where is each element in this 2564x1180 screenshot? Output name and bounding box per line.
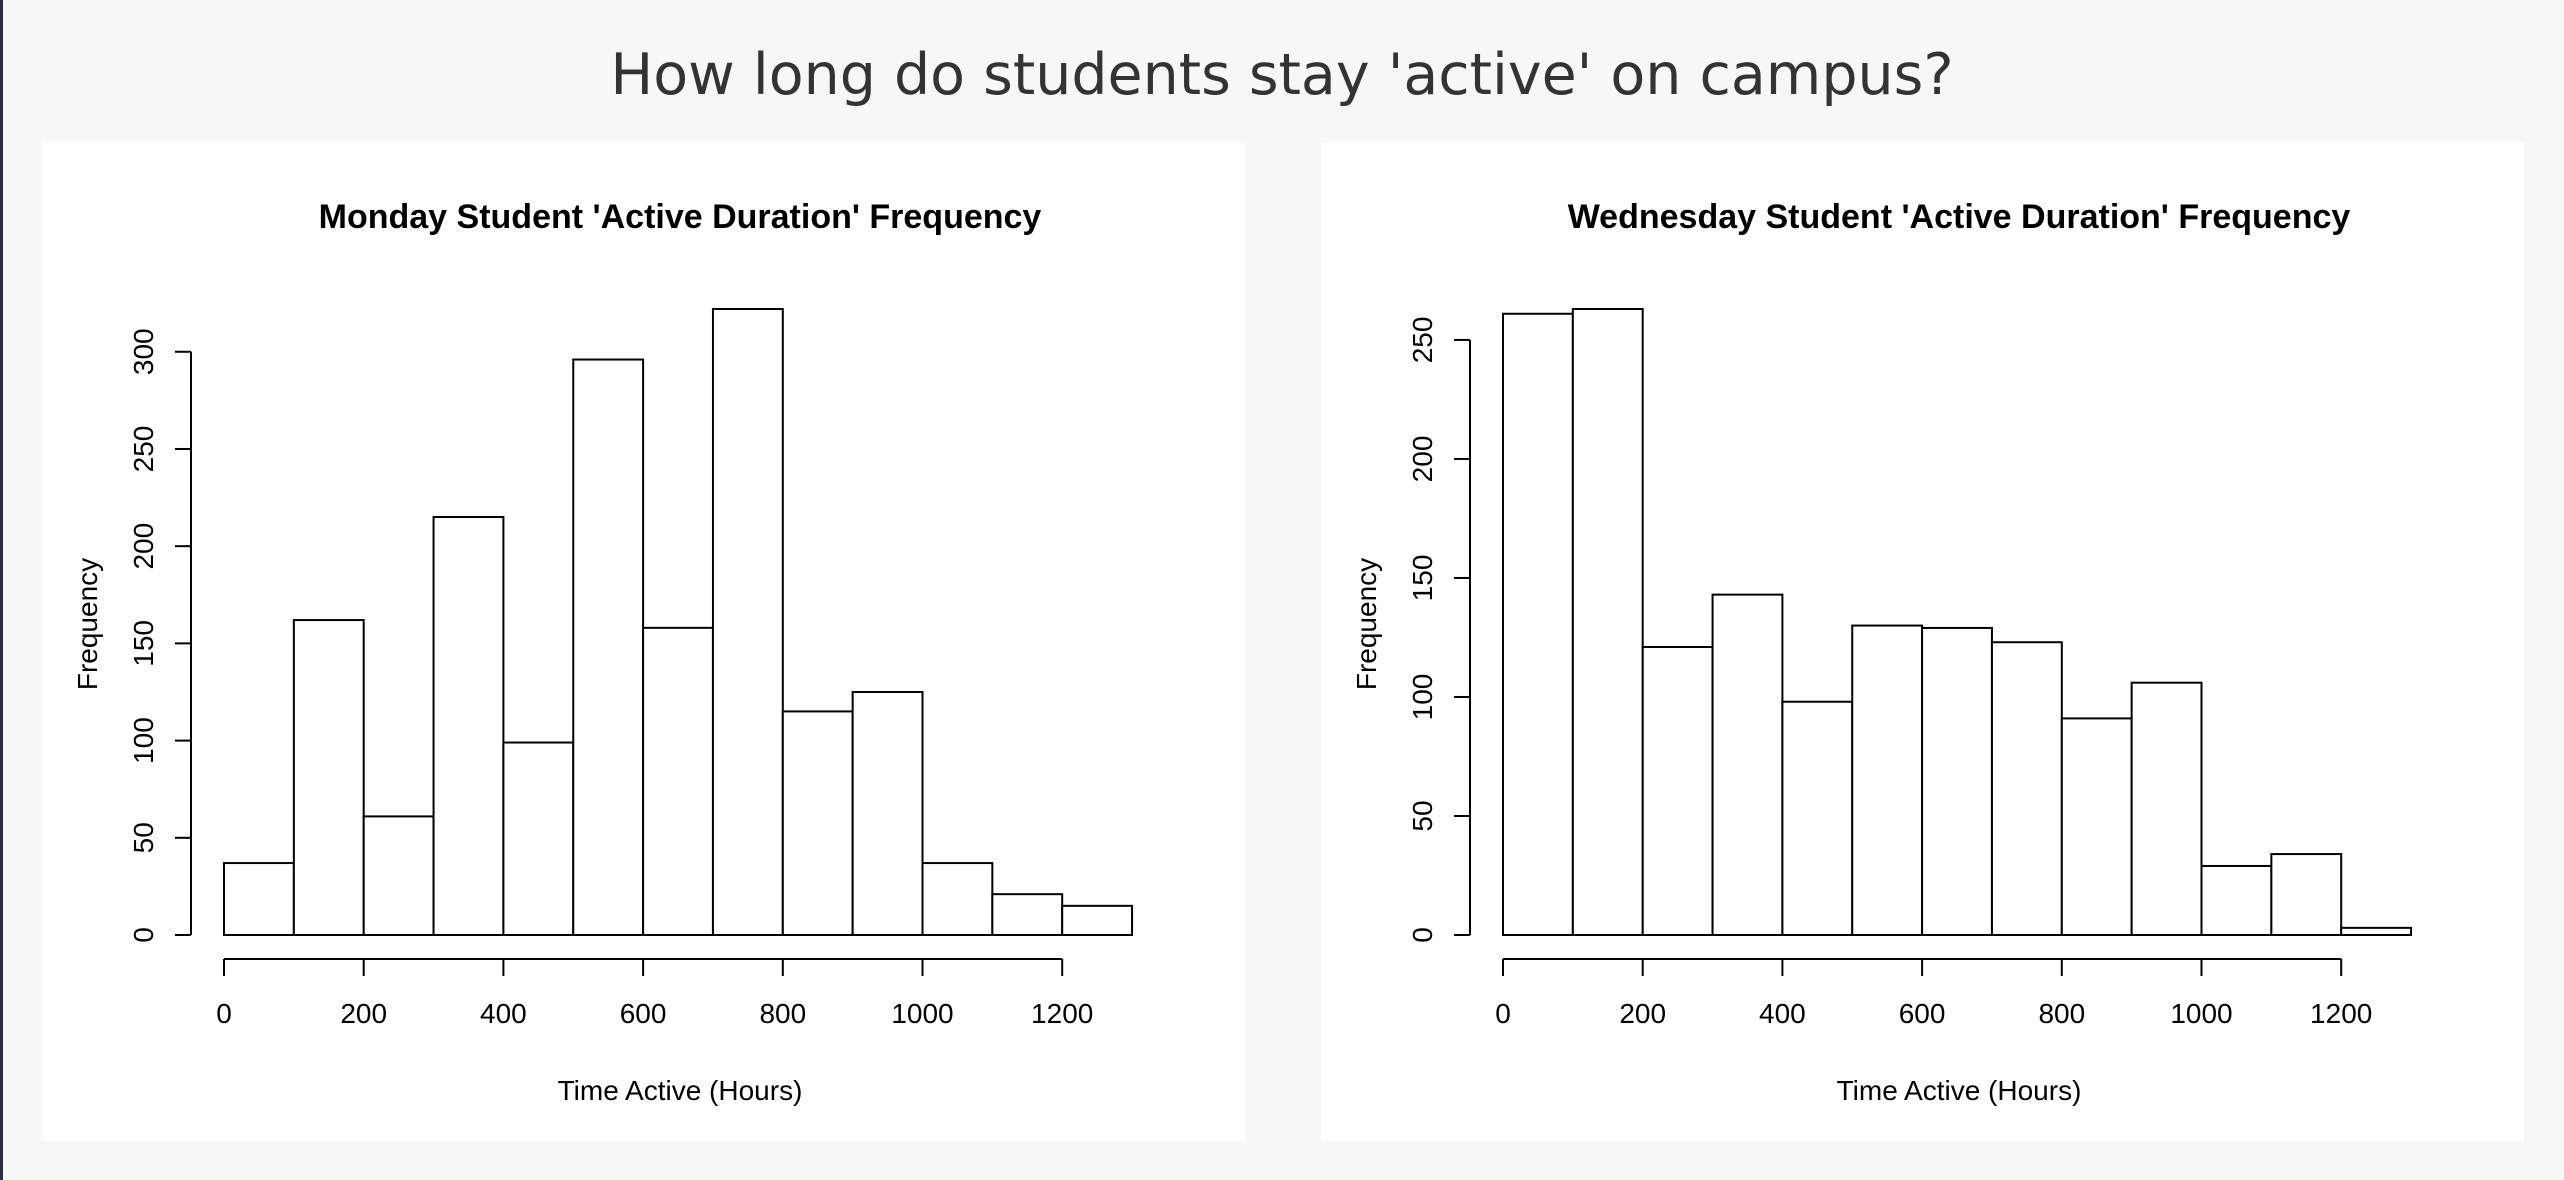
histogram-bar xyxy=(502,741,575,937)
monday-histogram: Monday Student 'Active Duration' Frequen… xyxy=(72,198,1134,1106)
y-tick-label: 100 xyxy=(1407,674,1438,721)
y-tick-label: 250 xyxy=(1407,317,1438,364)
histogram-bar xyxy=(1641,645,1714,936)
monday-chart-panel: Monday Student 'Active Duration' Frequen… xyxy=(42,142,1245,1141)
x-tick-label: 800 xyxy=(759,998,806,1029)
x-tick-label: 1000 xyxy=(2170,998,2232,1029)
histogram-bar xyxy=(362,815,435,936)
histogram-bar xyxy=(1921,626,1993,936)
y-tick-label: 200 xyxy=(1407,436,1438,483)
x-tick-label: 1000 xyxy=(891,998,953,1029)
y-tick-label: 250 xyxy=(128,426,159,473)
y-tick-label: 0 xyxy=(128,927,159,943)
histogram-bar xyxy=(432,516,505,936)
x-tick-label: 0 xyxy=(216,998,232,1029)
y-tick-label: 0 xyxy=(1407,927,1438,943)
y-tick-label: 50 xyxy=(1407,800,1438,831)
y-axis-title: Frequency xyxy=(72,558,103,690)
histogram-bar xyxy=(223,862,295,936)
histogram-bar xyxy=(921,862,994,936)
wednesday-chart-panel: Wednesday Student 'Active Duration' Freq… xyxy=(1321,142,2524,1141)
y-tick-label: 200 xyxy=(128,523,159,570)
y-tick-label: 100 xyxy=(128,717,159,764)
histogram-bar xyxy=(1061,904,1134,936)
x-axis-title: Time Active (Hours) xyxy=(558,1075,803,1106)
y-tick-label: 300 xyxy=(128,328,159,375)
chart-title: Monday Student 'Active Duration' Frequen… xyxy=(319,198,1042,236)
y-tick-label: 50 xyxy=(128,822,159,853)
histogram-bar xyxy=(2270,853,2343,937)
histogram-bar xyxy=(2130,681,2203,936)
y-tick-label: 150 xyxy=(1407,555,1438,602)
x-axis-title: Time Active (Hours) xyxy=(1837,1075,2082,1106)
histogram-bar xyxy=(2060,717,2133,936)
page-title: How long do students stay 'active' on ca… xyxy=(610,42,1954,108)
chart-title: Wednesday Student 'Active Duration' Freq… xyxy=(1568,198,2351,236)
histogram-bar xyxy=(2340,926,2413,936)
histogram-bar xyxy=(781,710,854,937)
x-tick-label: 400 xyxy=(480,998,527,1029)
histogram-bar xyxy=(1781,700,1854,937)
x-tick-label: 800 xyxy=(2038,998,2085,1029)
wednesday-histogram: Wednesday Student 'Active Duration' Freq… xyxy=(1351,198,2413,1106)
y-axis-title: Frequency xyxy=(1351,558,1382,690)
x-tick-label: 1200 xyxy=(1031,998,1093,1029)
histogram-bar xyxy=(1851,624,1924,936)
histogram-bar xyxy=(1571,308,1644,936)
histogram-bar xyxy=(851,690,924,936)
histogram-bar xyxy=(991,893,1064,936)
histogram-bar xyxy=(1711,593,1784,936)
x-tick-label: 600 xyxy=(620,998,667,1029)
y-tick-label: 150 xyxy=(128,620,159,667)
x-tick-label: 0 xyxy=(1495,998,1511,1029)
histogram-bar xyxy=(642,626,714,936)
x-tick-label: 600 xyxy=(1899,998,1946,1029)
x-tick-label: 200 xyxy=(1619,998,1666,1029)
x-tick-label: 1200 xyxy=(2310,998,2372,1029)
histogram-bar xyxy=(2200,864,2273,937)
histogram-bar xyxy=(1990,641,2063,936)
histogram-bar xyxy=(292,619,365,936)
window-left-edge xyxy=(0,0,3,1180)
histogram-bar xyxy=(711,308,784,936)
histogram-bar xyxy=(572,358,645,937)
x-tick-label: 200 xyxy=(340,998,387,1029)
x-tick-label: 400 xyxy=(1759,998,1806,1029)
histogram-bar xyxy=(1502,312,1574,937)
